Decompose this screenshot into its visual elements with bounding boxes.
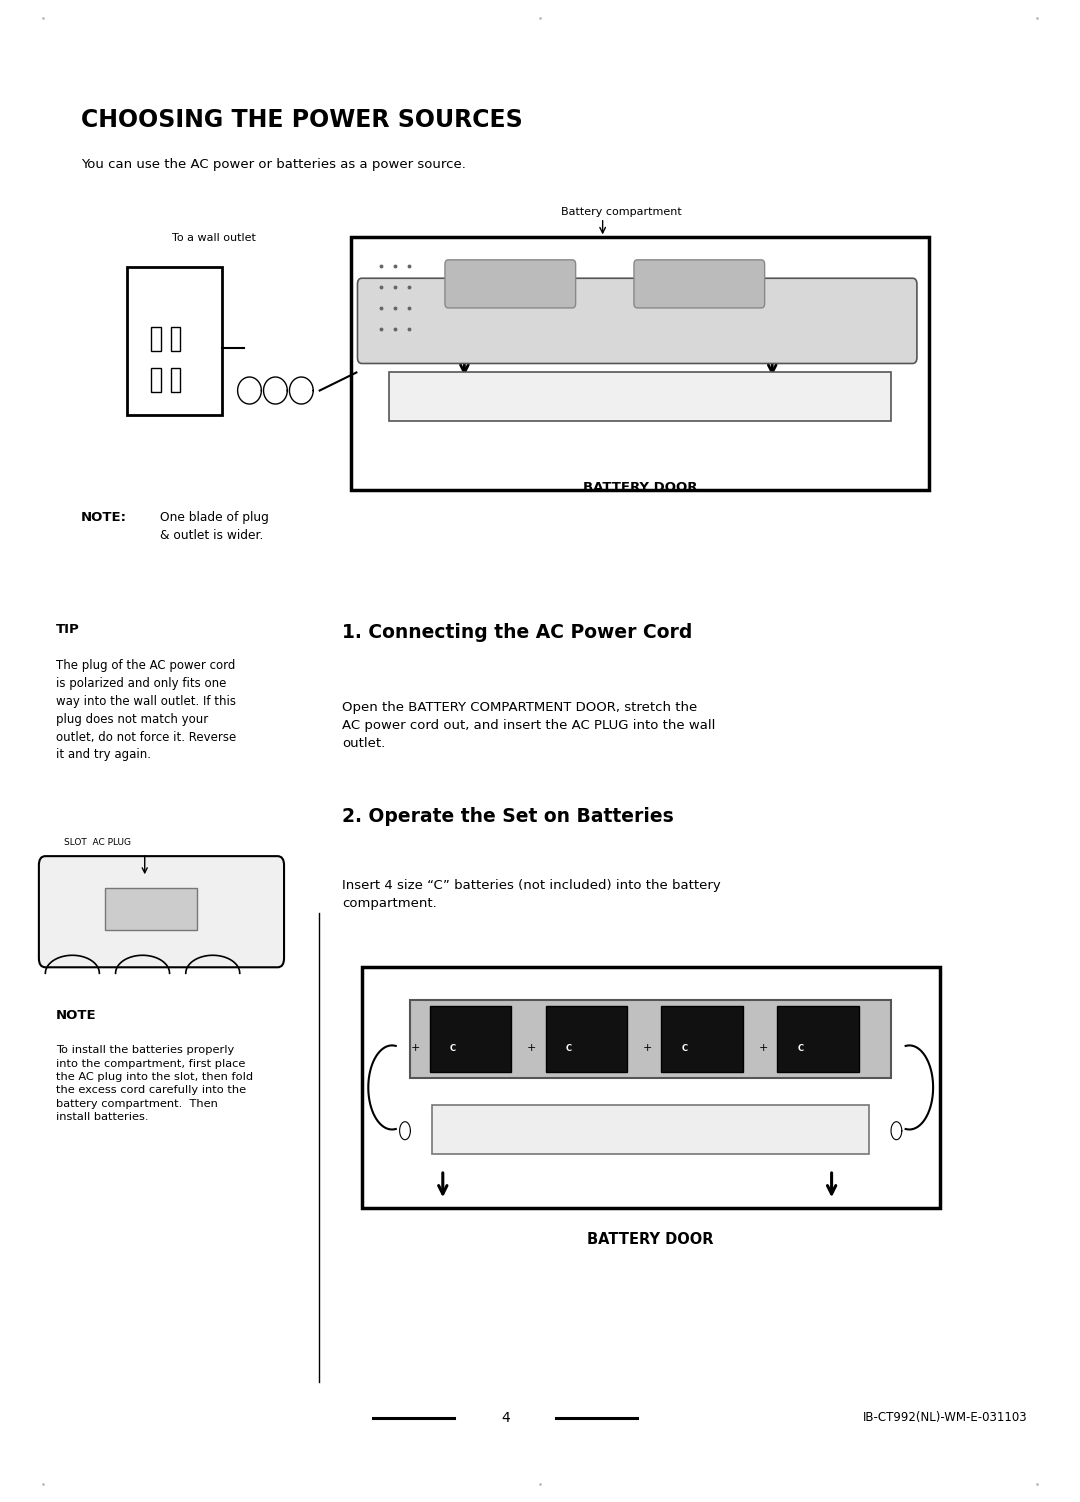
Text: To a wall outlet: To a wall outlet xyxy=(172,233,256,243)
Text: NOTE: NOTE xyxy=(56,1009,97,1023)
Text: 2. Operate the Set on Batteries: 2. Operate the Set on Batteries xyxy=(342,807,674,826)
Bar xyxy=(389,372,891,421)
Text: NOTE:: NOTE: xyxy=(81,511,127,524)
Text: Insert 4 size “C” batteries (not included) into the battery
compartment.: Insert 4 size “C” batteries (not include… xyxy=(342,879,721,910)
Bar xyxy=(127,267,222,415)
Bar xyxy=(661,1006,743,1072)
Bar xyxy=(105,889,197,930)
Text: BATTERY DOOR: BATTERY DOOR xyxy=(588,1232,714,1247)
Bar xyxy=(362,967,940,1208)
Text: +: + xyxy=(527,1044,537,1053)
FancyBboxPatch shape xyxy=(357,278,917,363)
FancyBboxPatch shape xyxy=(634,260,765,308)
Bar xyxy=(351,237,929,490)
Bar xyxy=(432,1105,869,1154)
Text: 4: 4 xyxy=(501,1410,510,1425)
Text: BATTERY DOOR: BATTERY DOOR xyxy=(582,481,698,494)
Bar xyxy=(545,1006,627,1072)
Text: +: + xyxy=(758,1044,768,1053)
FancyBboxPatch shape xyxy=(445,260,576,308)
Text: TIP: TIP xyxy=(56,623,80,637)
Text: SLOT  AC PLUG: SLOT AC PLUG xyxy=(64,838,131,847)
Text: +: + xyxy=(411,1044,420,1053)
Text: +: + xyxy=(643,1044,652,1053)
Bar xyxy=(151,327,161,351)
Bar xyxy=(171,327,180,351)
Bar xyxy=(171,368,180,392)
Text: Open the BATTERY COMPARTMENT DOOR, stretch the
AC power cord out, and insert the: Open the BATTERY COMPARTMENT DOOR, stret… xyxy=(342,701,716,751)
Bar xyxy=(430,1006,511,1072)
Bar xyxy=(151,368,161,392)
Bar xyxy=(778,1006,859,1072)
Text: C: C xyxy=(797,1044,804,1053)
Text: You can use the AC power or batteries as a power source.: You can use the AC power or batteries as… xyxy=(81,158,465,171)
Text: To install the batteries properly
into the compartment, first place
the AC plug : To install the batteries properly into t… xyxy=(56,1045,254,1122)
Text: CHOOSING THE POWER SOURCES: CHOOSING THE POWER SOURCES xyxy=(81,108,523,132)
Text: Battery compartment: Battery compartment xyxy=(561,207,681,218)
Text: C: C xyxy=(681,1044,688,1053)
Text: IB-CT992(NL)-WM-E-031103: IB-CT992(NL)-WM-E-031103 xyxy=(863,1412,1027,1424)
FancyBboxPatch shape xyxy=(39,856,284,967)
Text: C: C xyxy=(449,1044,456,1053)
Text: One blade of plug
& outlet is wider.: One blade of plug & outlet is wider. xyxy=(160,511,269,542)
Text: C: C xyxy=(566,1044,571,1053)
Text: 1. Connecting the AC Power Cord: 1. Connecting the AC Power Cord xyxy=(342,623,692,643)
Bar xyxy=(410,1000,891,1078)
Text: The plug of the AC power cord
is polarized and only fits one
way into the wall o: The plug of the AC power cord is polariz… xyxy=(56,659,237,762)
